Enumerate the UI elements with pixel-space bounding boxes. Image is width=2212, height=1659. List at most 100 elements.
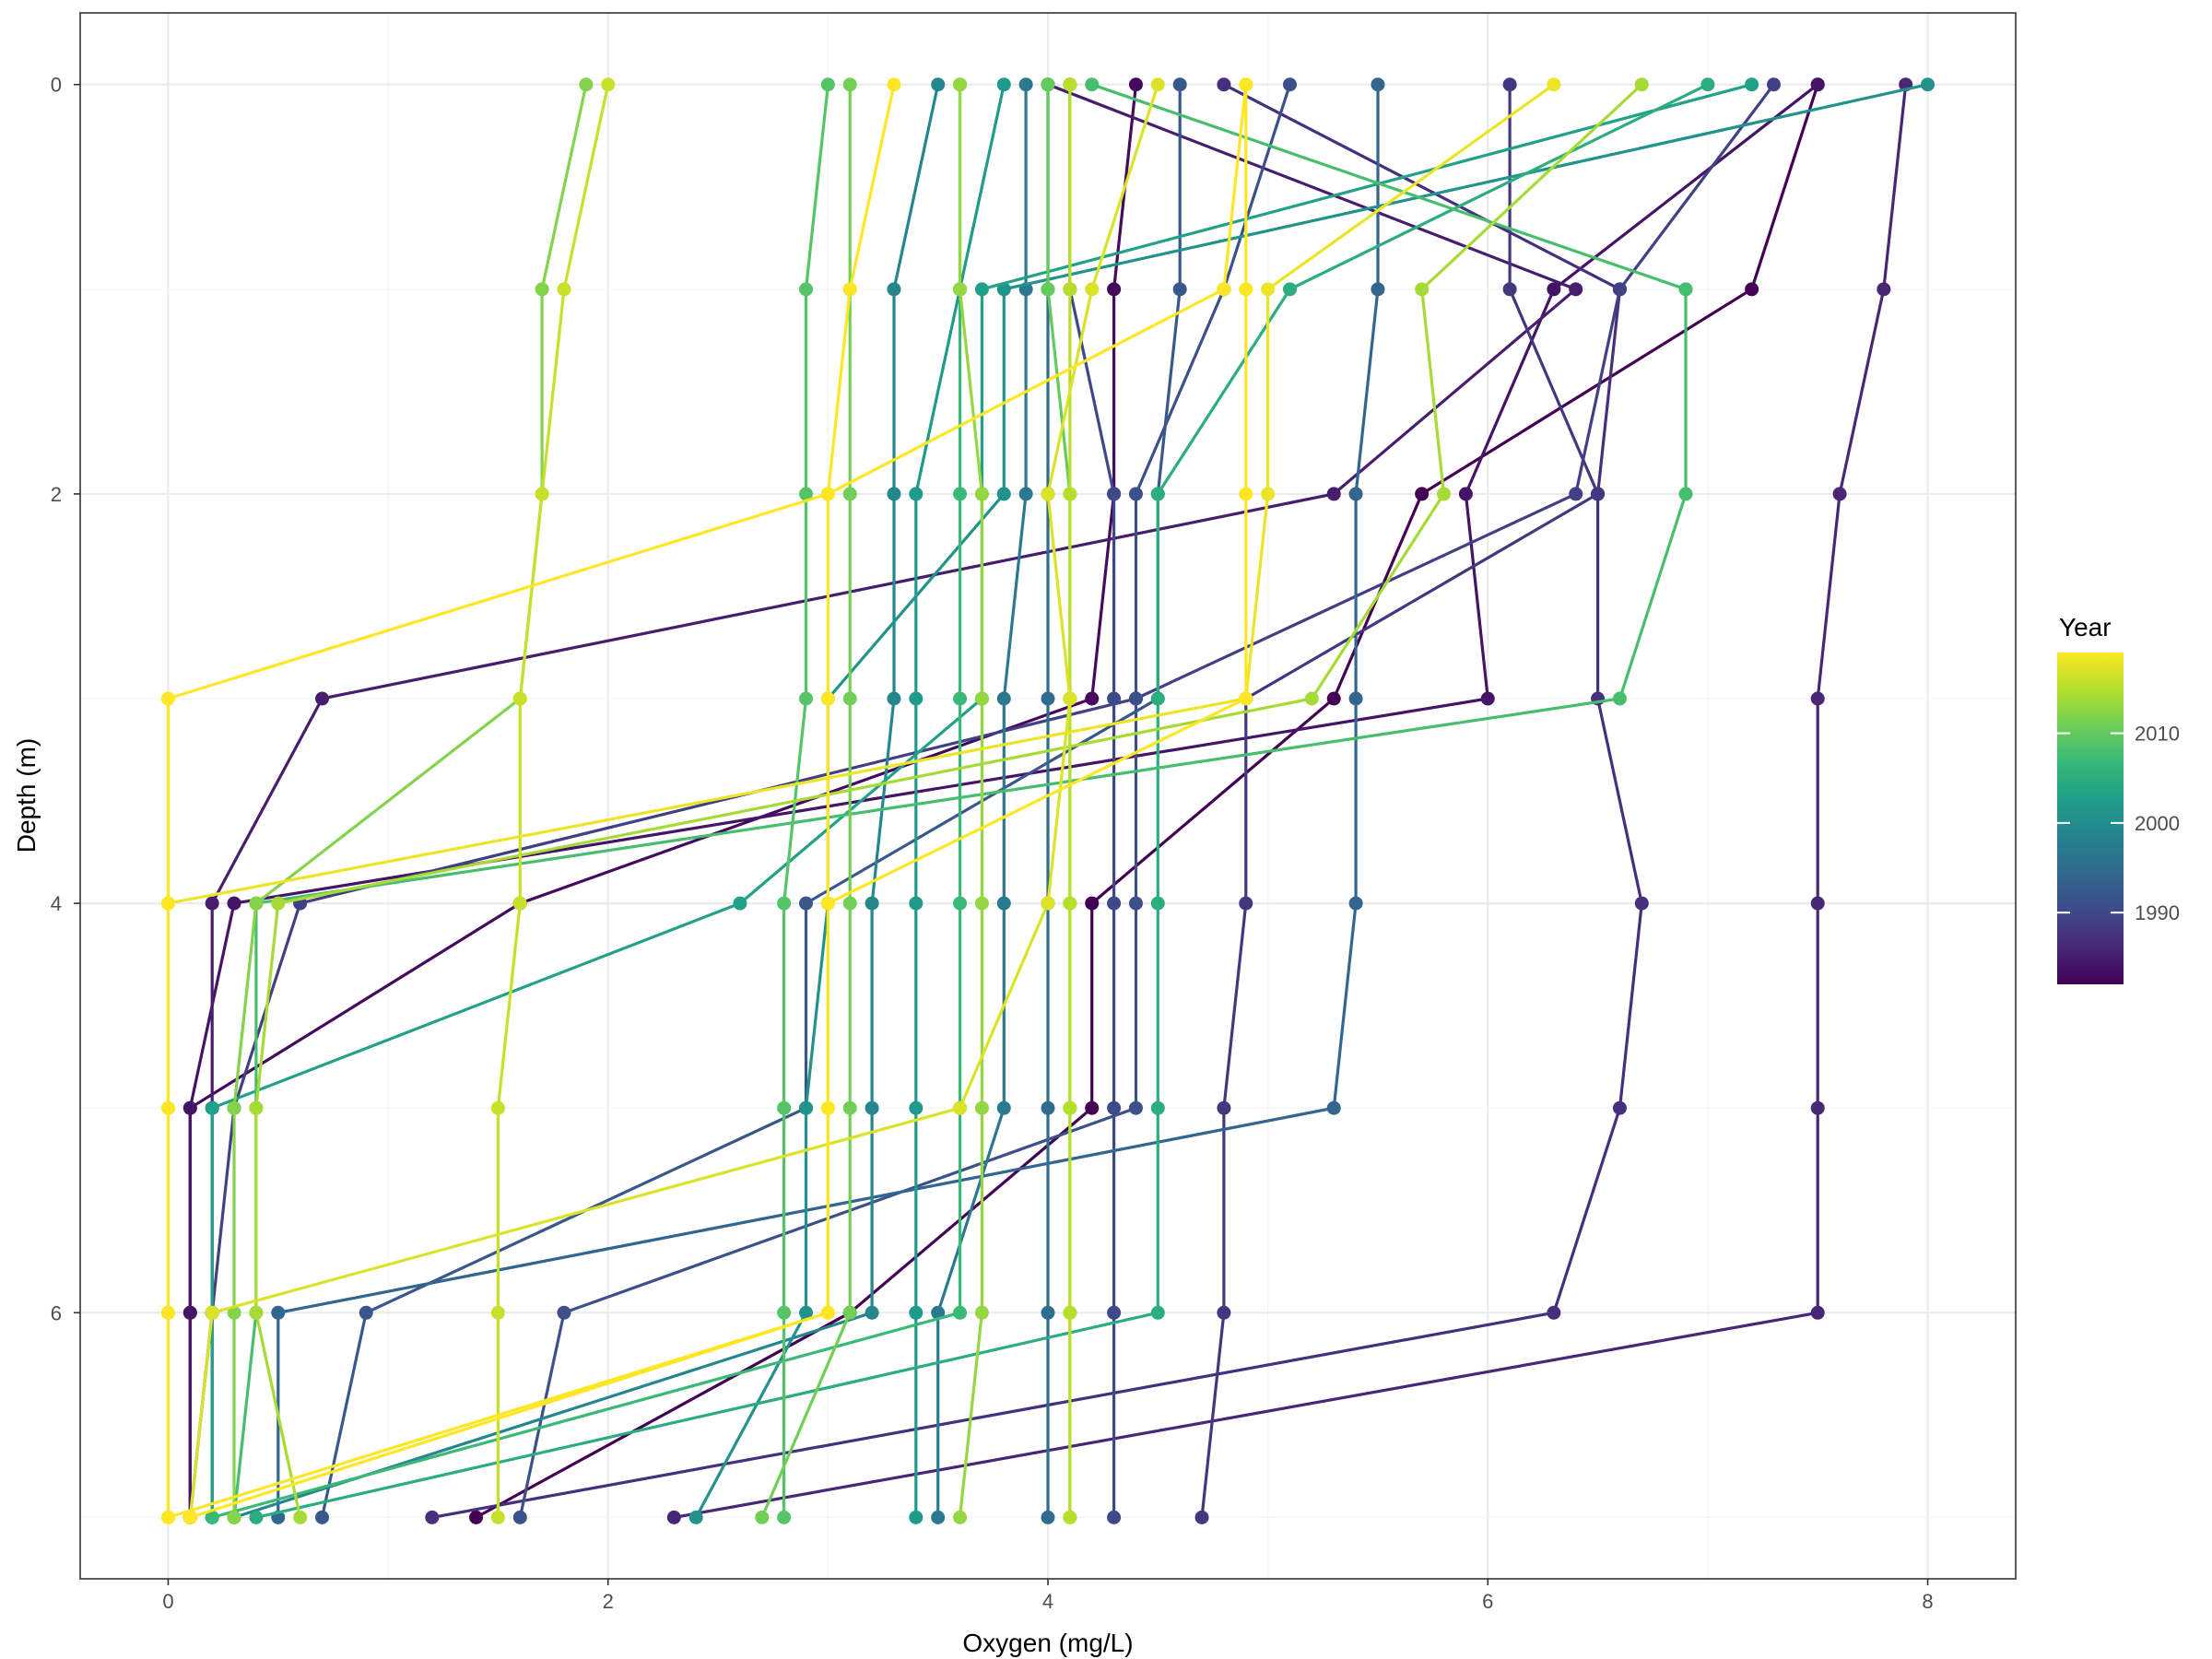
data-point bbox=[1326, 691, 1341, 706]
data-point bbox=[953, 1100, 968, 1115]
series-2013 bbox=[953, 77, 989, 1524]
data-point bbox=[974, 1100, 989, 1115]
data-point bbox=[1107, 487, 1122, 501]
data-point bbox=[1810, 1100, 1825, 1115]
data-point bbox=[1745, 282, 1759, 297]
data-point bbox=[1041, 1305, 1055, 1320]
legend-colorbar bbox=[2057, 653, 2124, 984]
data-point bbox=[974, 282, 989, 297]
data-point bbox=[1569, 487, 1583, 501]
data-point bbox=[160, 1510, 175, 1524]
data-point bbox=[1128, 487, 1143, 501]
data-point bbox=[512, 896, 527, 911]
series-1994 bbox=[271, 77, 1385, 1524]
data-point bbox=[1283, 77, 1297, 92]
data-point bbox=[865, 1305, 879, 1320]
data-point bbox=[688, 1510, 703, 1524]
data-point bbox=[1194, 1510, 1209, 1524]
data-point bbox=[1085, 896, 1100, 911]
data-point bbox=[535, 487, 549, 501]
series-line bbox=[936, 84, 1028, 1518]
y-axis-title: Depth (m) bbox=[12, 738, 41, 853]
data-point bbox=[799, 896, 813, 911]
series-line bbox=[475, 84, 1819, 1519]
data-point bbox=[1547, 1305, 1561, 1320]
data-point bbox=[755, 1510, 770, 1524]
data-point bbox=[227, 1100, 241, 1115]
data-point bbox=[249, 1510, 264, 1524]
data-point bbox=[1458, 487, 1473, 501]
data-point bbox=[974, 691, 989, 706]
data-point bbox=[1437, 487, 1452, 501]
data-point bbox=[1128, 896, 1143, 911]
series-line bbox=[210, 83, 1753, 1518]
data-point bbox=[733, 896, 747, 911]
data-point bbox=[1063, 77, 1077, 92]
data-point bbox=[909, 1510, 924, 1524]
data-point bbox=[953, 1305, 968, 1320]
data-point bbox=[1063, 691, 1077, 706]
data-point bbox=[1150, 896, 1165, 911]
series-line bbox=[188, 83, 1775, 1518]
data-point bbox=[820, 896, 835, 911]
data-point bbox=[1832, 487, 1847, 501]
data-point bbox=[953, 77, 968, 92]
series-line bbox=[188, 84, 1159, 1518]
data-point bbox=[1085, 691, 1100, 706]
data-point bbox=[842, 77, 857, 92]
series-line bbox=[1200, 84, 1600, 1518]
data-point bbox=[842, 691, 857, 706]
data-point bbox=[953, 896, 968, 911]
data-point bbox=[953, 691, 968, 706]
data-point bbox=[249, 896, 264, 911]
legend-label: 1990 bbox=[2135, 901, 2180, 924]
data-point bbox=[865, 896, 879, 911]
data-point bbox=[293, 1510, 308, 1524]
data-point bbox=[931, 1305, 946, 1320]
data-point bbox=[1921, 77, 1936, 92]
series-line bbox=[276, 84, 1380, 1518]
data-point bbox=[1480, 691, 1495, 706]
data-point bbox=[315, 1510, 329, 1524]
data-point bbox=[1107, 1100, 1122, 1115]
data-point bbox=[666, 1510, 681, 1524]
data-point bbox=[1085, 282, 1100, 297]
data-point bbox=[1172, 282, 1187, 297]
data-point bbox=[1107, 282, 1122, 297]
data-point bbox=[996, 487, 1011, 501]
data-point bbox=[953, 1510, 968, 1524]
data-point bbox=[1239, 282, 1253, 297]
data-point bbox=[205, 1100, 219, 1115]
legend-label: 2010 bbox=[2135, 723, 2180, 746]
series-layer bbox=[160, 77, 1936, 1524]
series-2019 bbox=[160, 77, 1253, 1524]
y-tick-label: 6 bbox=[51, 1301, 62, 1324]
data-point bbox=[249, 1305, 264, 1320]
data-point bbox=[820, 77, 835, 92]
data-point bbox=[1678, 487, 1693, 501]
data-point bbox=[1634, 896, 1649, 911]
series-line bbox=[496, 84, 610, 1518]
series-line bbox=[254, 83, 1643, 1518]
data-point bbox=[205, 896, 219, 911]
data-point bbox=[1877, 282, 1891, 297]
data-point bbox=[974, 1305, 989, 1320]
data-point bbox=[1107, 1305, 1122, 1320]
axis-layer: 0 2 4 6 8 0 2 4 6 bbox=[51, 74, 1934, 1613]
data-point bbox=[160, 691, 175, 706]
data-point bbox=[1217, 77, 1231, 92]
series-2016 bbox=[490, 77, 616, 1524]
data-point bbox=[1591, 487, 1606, 501]
series-line bbox=[168, 84, 1248, 1519]
data-point bbox=[1085, 1100, 1100, 1115]
data-point bbox=[1371, 77, 1385, 92]
data-point bbox=[1700, 77, 1715, 92]
data-point bbox=[996, 896, 1011, 911]
y-tick-label: 2 bbox=[51, 483, 62, 506]
data-point bbox=[557, 1305, 571, 1320]
data-point bbox=[799, 691, 813, 706]
data-point bbox=[909, 691, 924, 706]
data-point bbox=[1041, 77, 1055, 92]
series-line bbox=[914, 84, 1006, 1518]
